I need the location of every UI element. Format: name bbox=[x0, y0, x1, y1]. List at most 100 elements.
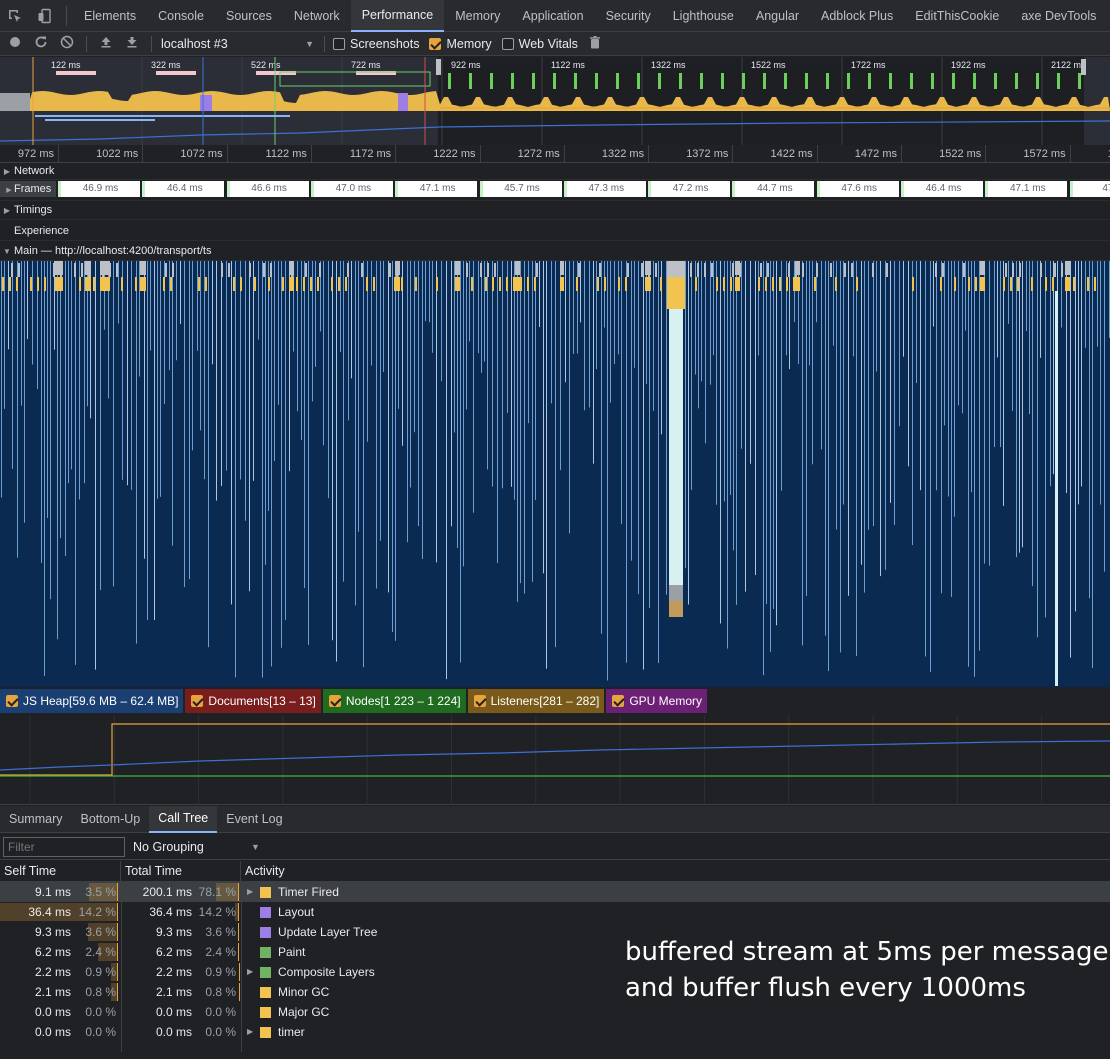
counter-toggle[interactable]: GPU Memory bbox=[606, 689, 708, 713]
ruler-tick: 1472 ms bbox=[854, 148, 897, 160]
self-time-value: 9.3 ms bbox=[34, 925, 71, 939]
overview-tick: 122 ms bbox=[51, 60, 81, 70]
frame-box[interactable]: 47.6 ms bbox=[816, 181, 899, 197]
total-time-header[interactable]: Total Time bbox=[121, 861, 241, 882]
tab-elements[interactable]: Elements bbox=[84, 8, 137, 23]
tab-angular[interactable]: Angular bbox=[755, 8, 799, 23]
activity-header[interactable]: Activity bbox=[245, 864, 285, 878]
call-tree-row[interactable]: 0.0 ms 0.0 % 0.0 ms 0.0 % Major GC bbox=[0, 1002, 620, 1022]
tab-axe-devtools[interactable]: axe DevTools bbox=[1021, 8, 1097, 23]
frame-box[interactable]: 47.2 ms bbox=[648, 181, 731, 197]
timings-track[interactable]: ▶ Timings bbox=[0, 200, 1110, 220]
download-icon[interactable] bbox=[119, 36, 145, 51]
frame-box[interactable]: 44.7 ms bbox=[732, 181, 815, 197]
category-swatch bbox=[260, 1027, 271, 1038]
frame-box[interactable]: 46.9 ms bbox=[58, 181, 140, 197]
frame-box[interactable]: 47.3 bbox=[1069, 181, 1110, 197]
frame-box[interactable]: 45.7 ms bbox=[479, 181, 562, 197]
call-tree-row[interactable]: 36.4 ms 14.2 % 36.4 ms 14.2 % Layout bbox=[0, 902, 620, 922]
clear-icon[interactable] bbox=[54, 35, 80, 52]
details-tab-event-log[interactable]: Event Log bbox=[226, 811, 283, 826]
overview-tick: 1722 ms bbox=[851, 60, 886, 70]
expand-triangle-icon[interactable]: ▶ bbox=[3, 166, 11, 176]
expand-triangle-icon[interactable]: ▶ bbox=[247, 967, 254, 976]
total-time-value: 9.3 ms bbox=[155, 925, 192, 939]
counter-toggle[interactable]: JS Heap[59.6 MB – 62.4 MB] bbox=[0, 689, 184, 713]
counter-toggle[interactable]: Documents[13 – 13] bbox=[185, 689, 321, 713]
trash-icon[interactable] bbox=[582, 35, 608, 52]
call-tree-row[interactable]: 2.2 ms 0.9 % 2.2 ms 0.9 % ▶ Composite Layers bbox=[0, 962, 620, 982]
total-time-value: 2.1 ms bbox=[155, 985, 192, 999]
flame-chart-bars bbox=[0, 261, 1110, 687]
frame-box[interactable]: 47.3 ms bbox=[563, 181, 646, 197]
frames-track[interactable]: ▶ Frames 46.9 ms 46.4 ms 46.6 ms 47.0 ms 47.1… bbox=[0, 180, 1110, 198]
self-time-header[interactable]: Self Time bbox=[0, 861, 121, 882]
performance-toolbar: localhost #3 ▼ Screenshots Memory Web Vi… bbox=[0, 32, 1110, 56]
target-select[interactable]: localhost #3 ▼ bbox=[158, 37, 318, 51]
main-track-label: Main — http://localhost:4200/transport/t… bbox=[14, 245, 212, 257]
call-tree-row[interactable]: 0.0 ms 0.0 % 0.0 ms 0.0 % ▶ timer bbox=[0, 1022, 620, 1042]
expand-triangle-icon[interactable]: ▶ bbox=[3, 205, 11, 215]
counter-label: Listeners[281 – 282] bbox=[490, 694, 600, 708]
main-track[interactable]: ▼ Main — http://localhost:4200/transport… bbox=[0, 242, 1110, 261]
call-tree-row[interactable]: 6.2 ms 2.4 % 6.2 ms 2.4 % Paint bbox=[0, 942, 620, 962]
details-tab-call-tree[interactable]: Call Tree bbox=[149, 805, 218, 833]
overview-tick: 722 ms bbox=[351, 60, 381, 70]
timeline-overview[interactable]: 122 ms 322 ms 522 ms 722 ms 922 ms 1122 ms 132… bbox=[0, 57, 1110, 145]
activity-name: Layout bbox=[278, 905, 315, 919]
ruler-tick: 1622 ms bbox=[1070, 148, 1110, 160]
counter-toggle[interactable]: Listeners[281 – 282] bbox=[467, 689, 605, 713]
tab-memory[interactable]: Memory bbox=[455, 8, 501, 23]
collapse-triangle-icon[interactable]: ▼ bbox=[3, 246, 11, 256]
frame-box[interactable]: 47.0 ms bbox=[310, 181, 393, 197]
self-time-percent: 3.6 % bbox=[85, 925, 116, 939]
tab-performance[interactable]: Performance bbox=[350, 0, 445, 32]
tab-lighthouse[interactable]: Lighthouse bbox=[672, 8, 734, 23]
total-time-value: 36.4 ms bbox=[149, 905, 192, 919]
expand-triangle-icon[interactable]: ▶ bbox=[247, 1027, 254, 1036]
self-time-value: 2.2 ms bbox=[34, 965, 71, 979]
frame-box[interactable]: 46.4 ms bbox=[142, 181, 225, 197]
call-tree-row[interactable]: 9.3 ms 3.6 % 9.3 ms 3.6 % Update Layer Tree bbox=[0, 922, 620, 942]
ruler-tick: 1022 ms bbox=[96, 148, 139, 160]
frame-box[interactable]: 47.1 ms bbox=[985, 181, 1068, 197]
category-swatch bbox=[260, 887, 271, 898]
frame-box[interactable]: 46.6 ms bbox=[226, 181, 309, 197]
tab-adblock-plus[interactable]: Adblock Plus bbox=[820, 8, 894, 23]
memory-graph bbox=[0, 715, 1110, 805]
network-track[interactable]: ▶ Network bbox=[0, 163, 1110, 180]
memory-checkbox[interactable]: Memory bbox=[429, 37, 492, 51]
total-time-percent: 2.4 % bbox=[205, 945, 236, 959]
filter-input[interactable] bbox=[3, 836, 125, 857]
counter-toggle[interactable]: Nodes[1 223 – 1 224] bbox=[322, 689, 466, 713]
frame-box[interactable]: 47.1 ms bbox=[395, 181, 478, 197]
total-time-value: 0.0 ms bbox=[155, 1005, 192, 1019]
record-icon[interactable] bbox=[2, 36, 28, 51]
tab-editthiscookie[interactable]: EditThisCookie bbox=[915, 8, 1000, 23]
tab-network[interactable]: Network bbox=[293, 8, 340, 23]
inspect-element-icon[interactable] bbox=[0, 0, 30, 32]
details-tab-bottom-up[interactable]: Bottom-Up bbox=[80, 811, 141, 826]
network-track-label: Network bbox=[14, 165, 55, 177]
tab-sources[interactable]: Sources bbox=[225, 8, 272, 23]
tab-application[interactable]: Application bbox=[522, 8, 584, 23]
upload-icon[interactable] bbox=[93, 36, 119, 51]
main-flame-chart[interactable] bbox=[0, 261, 1110, 687]
experience-track[interactable]: Experience bbox=[0, 221, 1110, 241]
tab-console[interactable]: Console bbox=[158, 8, 204, 23]
activity-name: Composite Layers bbox=[278, 965, 375, 979]
device-toolbar-icon[interactable] bbox=[30, 0, 60, 32]
frame-box[interactable]: 46.4 ms bbox=[901, 181, 983, 197]
ruler-tick: 972 ms bbox=[17, 148, 54, 160]
call-tree-row[interactable]: 2.1 ms 0.8 % 2.1 ms 0.8 % Minor GC bbox=[0, 982, 620, 1002]
tab-security[interactable]: Security bbox=[605, 8, 651, 23]
checkbox-box bbox=[191, 695, 204, 707]
grouping-select[interactable]: No Grouping ▼ bbox=[133, 840, 260, 854]
reload-record-icon[interactable] bbox=[28, 35, 54, 52]
frames-track-header[interactable]: ▶ Frames bbox=[0, 181, 56, 197]
screenshots-checkbox[interactable]: Screenshots bbox=[333, 37, 419, 51]
details-tab-summary[interactable]: Summary bbox=[9, 811, 63, 826]
expand-triangle-icon[interactable]: ▶ bbox=[247, 887, 254, 896]
web-vitals-checkbox[interactable]: Web Vitals bbox=[501, 37, 578, 51]
call-tree-row[interactable]: 9.1 ms 3.5 % 200.1 ms 78.1 % ▶ Timer Fired bbox=[0, 882, 1110, 902]
